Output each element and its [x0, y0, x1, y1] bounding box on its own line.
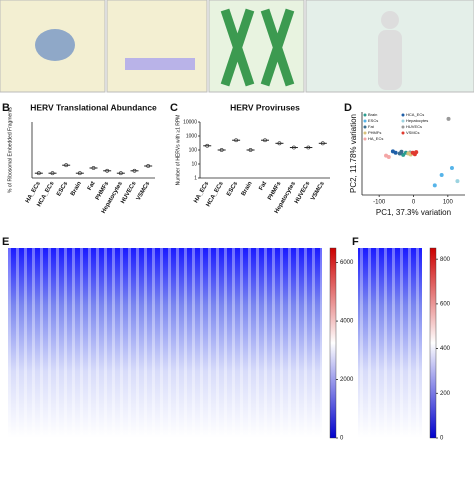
point [439, 172, 444, 177]
y-tick-label: 10 [191, 161, 197, 167]
panel-label: E [2, 236, 9, 248]
y-axis-label: PC2, 11.78% variation [349, 114, 358, 193]
body [378, 30, 402, 90]
colorbar-tick-label: 4000 [340, 319, 354, 325]
legend-swatch [363, 119, 367, 123]
dot [219, 148, 224, 152]
legend-swatch [401, 119, 405, 123]
y-tick-label: 100 [189, 147, 198, 153]
legend-label: ESCs [368, 118, 378, 123]
point [401, 152, 406, 157]
legend-label: HA_ECs [368, 136, 383, 141]
legend-swatch [401, 113, 405, 117]
legend-swatch [363, 137, 367, 141]
legend-swatch [363, 131, 367, 135]
y-tick-label: 1 [194, 175, 197, 181]
dot [50, 171, 55, 176]
dot [105, 168, 110, 173]
colorbar-tick-label: 2000 [340, 377, 354, 383]
x-tick-label: Fat [258, 181, 268, 192]
legend-label: Brain [368, 112, 377, 117]
ribosome [35, 29, 75, 61]
panel-label: D [344, 102, 352, 114]
dot [291, 145, 296, 150]
dot [77, 171, 82, 176]
legend-label: Hepatocytes [406, 118, 428, 123]
point [446, 116, 451, 121]
point [455, 179, 460, 184]
x-tick-label: ESCs [56, 180, 69, 197]
x-tick-label: ESCs [226, 180, 239, 197]
dot [306, 145, 311, 150]
point [399, 149, 404, 154]
panel-label: C [170, 102, 178, 114]
dot [248, 148, 253, 152]
x-tick-label: Brain [70, 181, 83, 198]
point [386, 154, 391, 159]
y-tick-label: 1000 [186, 133, 197, 139]
x-tick-label: VSMCs [310, 180, 326, 201]
colorbar [429, 247, 437, 439]
legend-label: HCA_ECs [406, 112, 424, 117]
y-axis-label: Number of HERVs with ≥1 RPM [175, 115, 181, 186]
body [381, 11, 399, 29]
y-axis-label: % of Ribosomal Embedded Fragments [7, 107, 13, 193]
panel-label: F [352, 236, 359, 248]
x-tick-label: 0 [412, 200, 416, 206]
schematic-panel [106, 0, 208, 93]
colorbar-tick-label: 0 [340, 436, 344, 442]
colorbar-tick-label: 6000 [340, 260, 354, 266]
dot [36, 171, 41, 176]
dot [146, 164, 151, 168]
legend-label: Fat [368, 124, 375, 129]
heatmap-e-body [8, 248, 322, 438]
dot [205, 143, 210, 148]
colorbar [329, 247, 337, 439]
x-axis-label: PC1, 37.3% variation [376, 208, 451, 217]
x-tick-label: 100 [443, 200, 454, 206]
colorbar-tick-label: 0 [440, 436, 444, 442]
dot [91, 166, 96, 170]
legend-swatch [363, 125, 367, 129]
y-tick-label: 10000 [183, 119, 197, 125]
heatmap-f-body [358, 248, 422, 438]
chart-title: HERV Proviruses [230, 102, 300, 112]
dot [277, 141, 282, 146]
colorbar-tick-label: 600 [440, 301, 451, 307]
legend-label: HUVECs [406, 124, 422, 129]
legend-swatch [401, 131, 405, 135]
panel-label: B [2, 102, 10, 114]
colorbar-tick-label: 400 [440, 346, 451, 352]
chart-title: HERV Translational Abundance [30, 102, 157, 112]
point [449, 166, 454, 171]
reads [125, 58, 195, 70]
x-tick-label: VSMCs [136, 180, 152, 201]
x-tick-label: Brain [241, 181, 254, 198]
chromosomes [220, 8, 295, 87]
legend-label: PHMFs [368, 130, 381, 135]
dot [118, 171, 123, 176]
dot [263, 138, 267, 143]
x-tick-label: -100 [373, 200, 386, 206]
legend-label: VSMCs [406, 130, 420, 135]
dot [132, 168, 137, 173]
dot [234, 138, 239, 143]
dot [320, 141, 325, 146]
schematics [0, 0, 474, 93]
x-tick-label: Fat [87, 181, 97, 192]
colorbar-tick-label: 200 [440, 391, 451, 397]
legend-swatch [401, 125, 405, 129]
point [414, 150, 419, 155]
x-tick-label: PHMFs [267, 180, 283, 201]
point [432, 183, 437, 188]
dot [64, 163, 69, 168]
legend-swatch [363, 113, 367, 117]
colorbar-tick-label: 800 [440, 257, 451, 263]
point [393, 150, 398, 155]
